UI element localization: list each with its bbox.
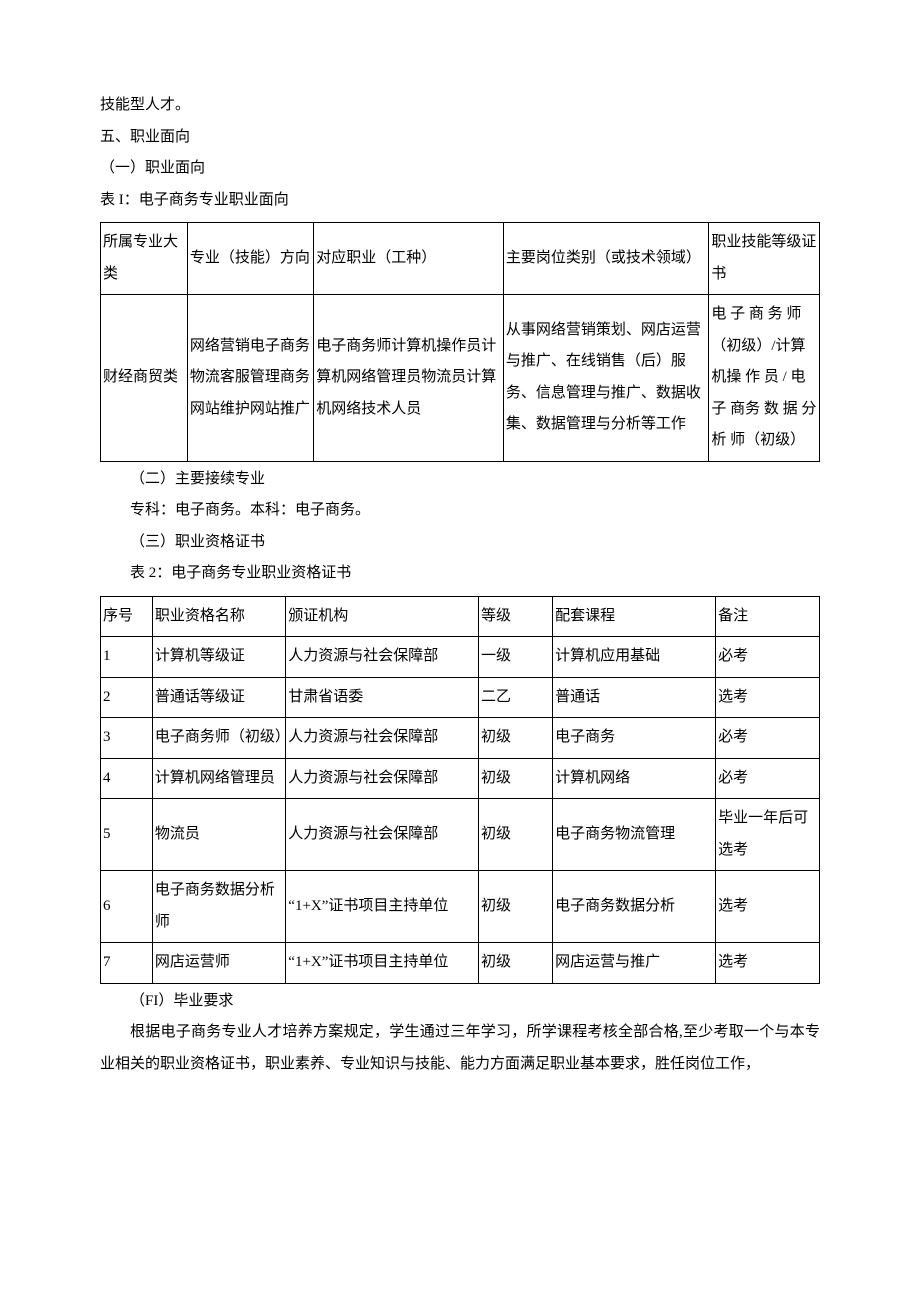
table-cell: 计算机应用基础 — [553, 637, 716, 678]
table-cell: 二乙 — [479, 677, 553, 718]
table-cell: 人力资源与社会保障部 — [286, 799, 479, 871]
table-row: 3 电子商务师（初级） 人力资源与社会保障部 初级 电子商务 必考 — [101, 718, 820, 759]
table-row: 4 计算机网络管理员 人力资源与社会保障部 初级 计算机网络 必考 — [101, 758, 820, 799]
table-header-row: 所属专业大类 专业（技能）方向 对应职业（工种） 主要岗位类别（或技术领域） 职… — [101, 223, 820, 295]
table-cell: 网店运营与推广 — [553, 943, 716, 984]
table-row: 7 网店运营师 “1+X”证书项目主持单位 初级 网店运营与推广 选考 — [101, 943, 820, 984]
table-cell: 人力资源与社会保障部 — [286, 758, 479, 799]
table1-caption: 表 I：电子商务专业职业面向 — [100, 185, 820, 217]
table-cell: 网店运营师 — [152, 943, 285, 984]
table-cell: 计算机网络 — [553, 758, 716, 799]
table-cell: 初级 — [479, 799, 553, 871]
table-cell: 4 — [101, 758, 153, 799]
table-cell: 6 — [101, 871, 153, 943]
table-cell: 电子商务数据分析 — [553, 871, 716, 943]
sub-1: （一）职业面向 — [100, 153, 820, 185]
sub-3: （三）职业资格证书 — [100, 527, 820, 559]
table-header-cell: 所属专业大类 — [101, 223, 188, 295]
sub-2-text: 专科：电子商务。本科：电子商务。 — [100, 495, 820, 527]
table-cell: 一级 — [479, 637, 553, 678]
table-header-cell: 颁证机构 — [286, 596, 479, 637]
table-cell: 网络营销电子商务物流客服管理商务网站维护网站推广 — [187, 295, 313, 462]
table-cell: 选考 — [716, 871, 820, 943]
table-cell: 普通话等级证 — [152, 677, 285, 718]
table-cell: 甘肃省语委 — [286, 677, 479, 718]
table-header-cell: 等级 — [479, 596, 553, 637]
sub-4: （FI）毕业要求 — [100, 986, 820, 1018]
table-cell: 初级 — [479, 943, 553, 984]
table-1: 所属专业大类 专业（技能）方向 对应职业（工种） 主要岗位类别（或技术领域） 职… — [100, 222, 820, 462]
table-cell: 3 — [101, 718, 153, 759]
table-cell: 计算机等级证 — [152, 637, 285, 678]
table-header-cell: 专业（技能）方向 — [187, 223, 313, 295]
table-cell: 毕业一年后可选考 — [716, 799, 820, 871]
table-row: 财经商贸类 网络营销电子商务物流客服管理商务网站维护网站推广 电子商务师计算机操… — [101, 295, 820, 462]
table-cell: 初级 — [479, 871, 553, 943]
table-header-row: 序号 职业资格名称 颁证机构 等级 配套课程 备注 — [101, 596, 820, 637]
table-cell: 5 — [101, 799, 153, 871]
table-cell: 人力资源与社会保障部 — [286, 718, 479, 759]
section-5-title: 五、职业面向 — [100, 122, 820, 154]
table-cell: 从事网络营销策划、网店运营与推广、在线销售（后）服务、信息管理与推广、数据收集、… — [503, 295, 708, 462]
table-cell: 初级 — [479, 718, 553, 759]
sub-2: （二）主要接续专业 — [100, 464, 820, 496]
table-cell: 电子商务数据分析师 — [152, 871, 285, 943]
table-header-cell: 对应职业（工种） — [314, 223, 504, 295]
table-2: 序号 职业资格名称 颁证机构 等级 配套课程 备注 1 计算机等级证 人力资源与… — [100, 596, 820, 984]
table-header-cell: 序号 — [101, 596, 153, 637]
table-header-cell: 职业技能等级证书 — [709, 223, 820, 295]
table-cell: 物流员 — [152, 799, 285, 871]
table-cell: “1+X”证书项目主持单位 — [286, 943, 479, 984]
table-cell: 电子商务师（初级） — [152, 718, 285, 759]
table-cell: 电子商务物流管理 — [553, 799, 716, 871]
table-cell: 必考 — [716, 718, 820, 759]
table-cell: “1+X”证书项目主持单位 — [286, 871, 479, 943]
table-row: 1 计算机等级证 人力资源与社会保障部 一级 计算机应用基础 必考 — [101, 637, 820, 678]
table-cell: 财经商贸类 — [101, 295, 188, 462]
table-cell: 电子商务 — [553, 718, 716, 759]
table-cell: 电 子 商 务 师（初级）/计算机操 作 员 / 电 子 商务 数 据 分 析 … — [709, 295, 820, 462]
table-cell: 人力资源与社会保障部 — [286, 637, 479, 678]
table-cell: 必考 — [716, 637, 820, 678]
table-cell: 选考 — [716, 677, 820, 718]
table-row: 2 普通话等级证 甘肃省语委 二乙 普通话 选考 — [101, 677, 820, 718]
table-cell: 计算机网络管理员 — [152, 758, 285, 799]
table-cell: 7 — [101, 943, 153, 984]
table-header-cell: 备注 — [716, 596, 820, 637]
table-header-cell: 主要岗位类别（或技术领域） — [503, 223, 708, 295]
table-cell: 普通话 — [553, 677, 716, 718]
table-header-cell: 职业资格名称 — [152, 596, 285, 637]
final-para: 根据电子商务专业人才培养方案规定，学生通过三年学习，所学课程考核全部合格,至少考… — [100, 1017, 820, 1080]
table-row: 5 物流员 人力资源与社会保障部 初级 电子商务物流管理 毕业一年后可选考 — [101, 799, 820, 871]
table-cell: 2 — [101, 677, 153, 718]
table-cell: 电子商务师计算机操作员计算机网络管理员物流员计算机网络技术人员 — [314, 295, 504, 462]
table2-caption: 表 2：电子商务专业职业资格证书 — [100, 558, 820, 590]
table-cell: 1 — [101, 637, 153, 678]
table-cell: 选考 — [716, 943, 820, 984]
table-header-cell: 配套课程 — [553, 596, 716, 637]
table-row: 6 电子商务数据分析师 “1+X”证书项目主持单位 初级 电子商务数据分析 选考 — [101, 871, 820, 943]
top-line: 技能型人才。 — [100, 90, 820, 122]
table-cell: 必考 — [716, 758, 820, 799]
table-cell: 初级 — [479, 758, 553, 799]
